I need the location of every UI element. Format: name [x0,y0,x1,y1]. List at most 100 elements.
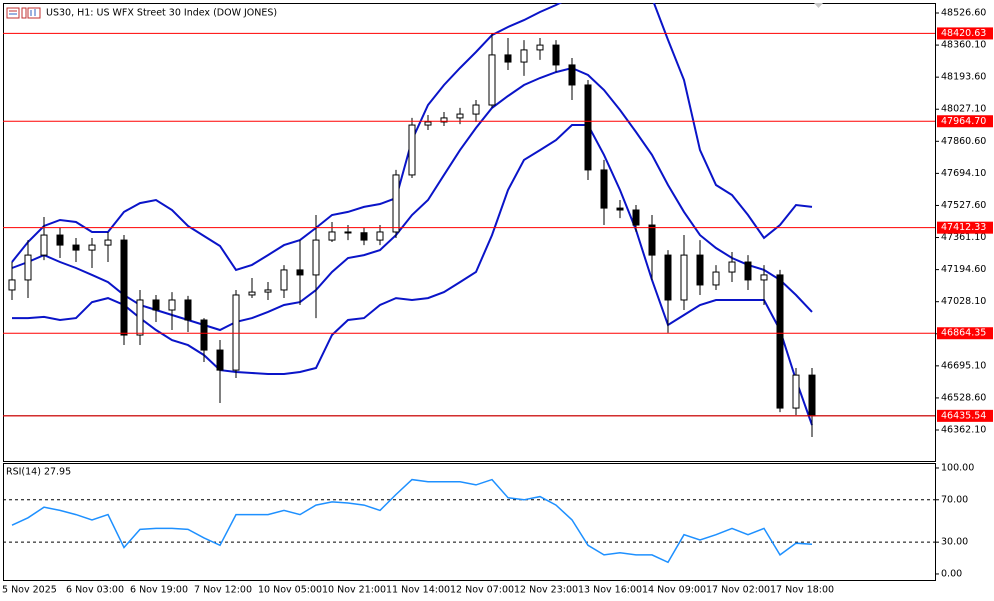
candle-body [136,299,144,336]
candle-body [24,254,32,281]
y-tick-label: 47028.10 [941,296,986,307]
y-tick-label: 70.00 [941,494,968,505]
candle-body [8,279,16,291]
level-label: 47412.33 [941,222,986,233]
candle-body [200,319,208,351]
candle-body [72,244,80,251]
candle-body [264,289,272,293]
y-tick-label: 47194.60 [941,264,986,275]
candle-body [88,244,96,251]
candle-body [120,239,128,336]
x-tick-label: 12 Nov 23:00 [514,585,578,596]
rsi-panel [3,463,936,581]
x-tick-label: 13 Nov 16:00 [578,585,642,596]
band-line [11,66,813,332]
candle-body [552,44,560,66]
x-tick-label: 12 Nov 07:00 [450,585,514,596]
level-label: 46435.54 [941,410,986,421]
candle-body [280,269,288,291]
candle-body [504,54,512,63]
candle-body [776,274,784,409]
y-tick-label: 47361.10 [941,232,986,243]
y-tick-label: 48360.10 [941,40,986,51]
candle-body [232,294,240,371]
y-tick-label: 48526.60 [941,7,986,18]
candle-body [744,261,752,281]
x-tick-label: 6 Nov 19:00 [130,585,188,596]
candle-body [616,207,624,211]
candle-body [440,117,448,123]
candle-body [472,104,480,115]
x-tick-label: 5 Nov 2025 [2,585,57,596]
level-label: 48420.63 [941,28,986,39]
candle-body [408,124,416,176]
candle-body [520,49,528,63]
rsi-plot [3,478,935,564]
y-tick-label: 0.00 [941,568,962,579]
candle-body [376,231,384,241]
candle-body [632,209,640,226]
candle-body [312,239,320,276]
level-label-bg [937,409,993,422]
y-tick-label: 30.00 [941,537,968,548]
symbol-icons [6,7,41,19]
candle-body [488,54,496,106]
candle-body [328,231,336,241]
y-tick-label: 46362.10 [941,425,986,436]
candle-body [456,113,464,119]
level-label-bg [937,221,993,234]
candle-body [56,234,64,246]
candle-body [728,261,736,273]
x-tick-label: 6 Nov 03:00 [66,585,124,596]
candle-body [680,254,688,301]
y-tick-label: 46528.60 [941,392,986,403]
candle-body [104,239,112,246]
candle-body [792,374,800,409]
candle-body [40,234,48,256]
candle-body [168,299,176,311]
candle-body [648,224,656,256]
candle-body [712,271,720,286]
candle-body [584,84,592,171]
level-label: 47964.70 [941,116,986,127]
level-label-bg [937,327,993,340]
x-tick-label: 14 Nov 09:00 [642,585,706,596]
candle-body [248,291,256,296]
candle-body [152,299,160,311]
rsi-title: RSI(14) 27.95 [6,467,71,478]
y-tick-label: 47694.10 [941,168,986,179]
band-line [12,124,813,426]
x-tick-label: 11 Nov 14:00 [386,585,450,596]
candle-body [424,121,432,126]
x-tick-label: 17 Nov 18:00 [770,585,834,596]
y-tick-label: 48027.10 [941,104,986,115]
candle-body [536,44,544,51]
level-label-bg [937,27,993,40]
candle-body [296,269,304,276]
x-tick-label: 10 Nov 21:00 [322,585,386,596]
candle-body [760,274,768,281]
x-tick-label: 7 Nov 12:00 [194,585,252,596]
candle-body [696,254,704,286]
candle-body [344,231,352,234]
y-tick-label: 47527.60 [941,200,986,211]
candle-body [184,299,192,321]
rsi-line [11,478,813,564]
chart-title: US30, H1: US WFX Street 30 Index (DOW JO… [46,8,277,19]
y-tick-label: 100.00 [941,462,974,473]
candle-body [392,174,400,233]
x-tick-label: 17 Nov 02:00 [706,585,770,596]
candle-body [664,254,672,301]
x-tick-label: 10 Nov 05:00 [258,585,322,596]
candle-body [808,374,816,417]
level-label-bg [937,115,993,128]
shift-marker [814,3,823,8]
main-plot [3,3,935,437]
candle-body [600,169,608,209]
y-tick-label: 48193.60 [941,72,986,83]
level-label: 46864.35 [941,328,986,339]
candle-body [568,64,576,86]
candle-body [360,232,368,241]
y-tick-label: 47860.60 [941,136,986,147]
